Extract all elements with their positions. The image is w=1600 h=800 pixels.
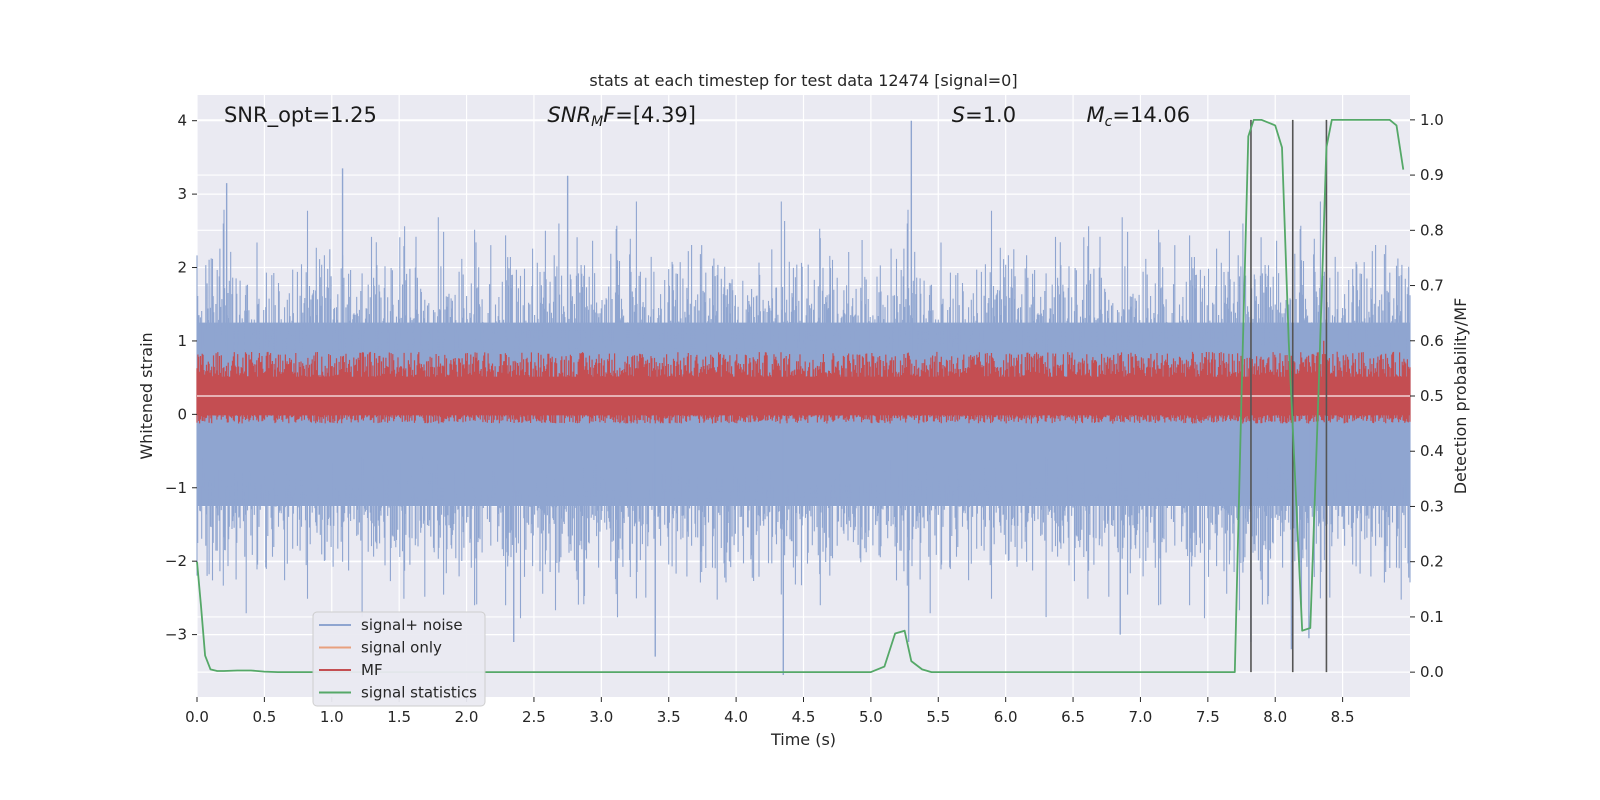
x-tick-label: 2.5 (522, 708, 546, 726)
y2-tick-label: 1.0 (1420, 111, 1444, 129)
x-tick-label: 0.0 (185, 708, 209, 726)
x-tick-label: 1.0 (320, 708, 344, 726)
legend: signal+ noise signal only MF signal statist… (312, 611, 486, 707)
legend-label: signal only (361, 639, 442, 657)
y-tick-label: 0 (177, 405, 187, 423)
annotations: SNR_opt=1.25 SNRMF=[4.39] S=1.0 Mc=14.06 (224, 103, 1190, 130)
y-tick-label: 3 (177, 185, 187, 203)
x-tick-label: 8.5 (1331, 708, 1355, 726)
y2-tick-label: 0.0 (1420, 663, 1444, 681)
x-tick-label: 5.5 (926, 708, 950, 726)
x-axis-label: Time (s) (770, 730, 836, 749)
x-tick-label: 4.0 (724, 708, 748, 726)
x-tick-label: 7.5 (1196, 708, 1220, 726)
x-tick-label: 4.5 (792, 708, 816, 726)
annotation: SNRMF=[4.39] (547, 103, 696, 130)
x-tick-label: 7.0 (1129, 708, 1153, 726)
y2-axis-label: Detection probability/MF (1451, 298, 1470, 495)
legend-label: signal statistics (361, 684, 477, 702)
plot-area (196, 119, 1411, 675)
x-tick-label: 3.5 (657, 708, 681, 726)
legend-box (312, 611, 486, 707)
y-tick-label: −2 (165, 552, 187, 570)
y2-tick-label: 0.3 (1420, 497, 1444, 515)
x-tick-label: 3.0 (589, 708, 613, 726)
y2-tick-label: 0.6 (1420, 332, 1444, 350)
y-tick-label: 4 (177, 112, 187, 130)
x-tick-label: 1.5 (387, 708, 411, 726)
annotation: S=1.0 (952, 103, 1016, 127)
y-tick-label: 2 (177, 259, 187, 277)
y2-tick-label: 0.4 (1420, 442, 1444, 460)
x-tick-label: 2.0 (455, 708, 479, 726)
x-tick-label: 5.0 (859, 708, 883, 726)
y2-tick-label: 0.5 (1420, 387, 1444, 405)
x-tick-label: 0.5 (252, 708, 276, 726)
signal-statistics-series (196, 119, 1405, 673)
y-axis-label: Whitened strain (137, 332, 156, 459)
y-tick-label: −1 (165, 479, 187, 497)
annotation: SNR_opt=1.25 (224, 103, 377, 128)
vertical-lines (1250, 119, 1328, 673)
y-tick-label: 1 (177, 332, 187, 350)
y2-tick-label: 0.2 (1420, 553, 1444, 571)
chart-title: stats at each timestep for test data 124… (589, 71, 1017, 90)
legend-label: MF (361, 661, 383, 679)
x-tick-label: 6.0 (994, 708, 1018, 726)
y2-tick-label: 0.1 (1420, 608, 1444, 626)
y2-tick-label: 0.9 (1420, 166, 1444, 184)
y-axis-left-ticks: 4 3 2 1 0 −1 −2 −3 (165, 112, 197, 644)
signal-statistics-line (196, 119, 1405, 673)
x-axis-ticks: 0.0 0.5 1.0 1.5 2.0 2.5 3.0 3.5 4.0 4.5 5.0 5.5 6.0 6… (185, 697, 1355, 726)
x-tick-label: 8.0 (1263, 708, 1287, 726)
y2-tick-label: 0.8 (1420, 221, 1444, 239)
annotation: Mc=14.06 (1087, 103, 1191, 130)
y2-tick-label: 0.7 (1420, 277, 1444, 295)
y-tick-label: −3 (165, 626, 187, 644)
mf-series (196, 340, 1411, 424)
legend-label: signal+ noise (361, 616, 463, 634)
x-tick-label: 6.5 (1061, 708, 1085, 726)
y-axis-right-ticks: 1.0 0.9 0.8 0.7 0.6 0.5 0.4 0.3 0.2 0.1 0.0 (1410, 111, 1444, 681)
